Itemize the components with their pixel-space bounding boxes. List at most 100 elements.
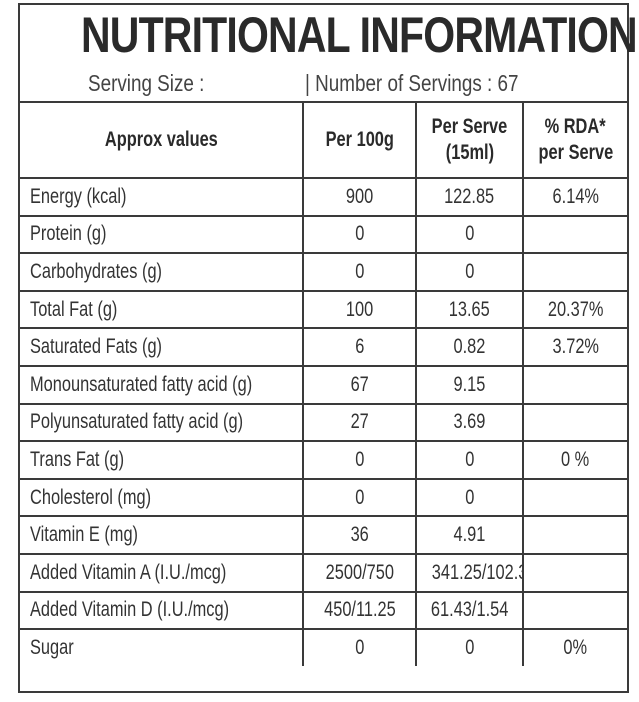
- nutrient-name-text: Monounsaturated fatty acid (g): [30, 372, 253, 396]
- rda-value: [522, 214, 627, 255]
- rda-value: [522, 590, 627, 631]
- per-100g-value: 0: [302, 477, 417, 518]
- per-serve-value: 3.69: [415, 402, 524, 443]
- title-section: NUTRITIONAL INFORMATION Serving Size : |…: [20, 5, 638, 103]
- table-row: Carbohydrates (g) 0 0: [20, 252, 627, 292]
- servings-text: | Number of Servings : 67: [305, 70, 519, 96]
- nutrient-name-text: Saturated Fats (g): [30, 335, 163, 359]
- rda-value: [522, 515, 627, 555]
- per-100g-value-text: 36: [350, 523, 369, 547]
- rda-value: 0 %: [522, 440, 627, 480]
- table-row: Vitamin E (mg) 36 4.91: [20, 515, 627, 555]
- nutrient-name-text: Total Fat (g): [30, 297, 118, 321]
- per-serve-value: 0.82: [415, 327, 524, 367]
- nutrient-name: Added Vitamin A (I.U./mcg): [20, 552, 304, 593]
- per-100g-value-text: 0: [354, 259, 365, 283]
- nutrient-name-text: Added Vitamin D (I.U./mcg): [30, 598, 230, 622]
- header-row: Approx values Per 100g Per Serve (15ml) %…: [20, 103, 627, 179]
- per-100g-value: 100: [302, 289, 417, 330]
- rda-value: 0%: [522, 628, 627, 666]
- nutrition-table: Approx values Per 100g Per Serve (15ml) %…: [20, 103, 627, 666]
- per-100g-value-text: 0: [354, 485, 365, 509]
- per-100g-value: 0: [302, 440, 417, 480]
- nutrient-name-text: Sugar: [30, 635, 74, 659]
- rda-value: [522, 252, 627, 292]
- nutrient-name: Monounsaturated fatty acid (g): [20, 364, 304, 405]
- rda-value: 6.14%: [522, 177, 627, 217]
- title-text: NUTRITIONAL INFORMATION: [81, 7, 638, 63]
- nutrient-name: Cholesterol (mg): [20, 477, 304, 518]
- table-row: Energy (kcal) 900 122.85 6.14%: [20, 177, 627, 217]
- per-serve-value: 61.43/1.54: [415, 590, 524, 631]
- per-serve-value-text: 341.25/102.38: [431, 560, 521, 584]
- rda-value: 3.72%: [522, 327, 627, 367]
- table-row: Added Vitamin D (I.U./mcg) 450/11.25 61.43…: [20, 590, 627, 631]
- per-100g-value-text: 2500/750: [325, 560, 394, 584]
- number-of-servings: | Number of Servings : 67: [305, 69, 565, 97]
- nutrient-name-text: Vitamin E (mg): [30, 523, 139, 547]
- per-100g-value-text: 100: [345, 297, 374, 321]
- header-per-serve-text: Per Serve: [431, 114, 508, 138]
- rda-value-text: 0%: [563, 635, 588, 659]
- rda-value: [522, 364, 627, 405]
- per-serve-value: 0: [415, 252, 524, 292]
- per-serve-value: 4.91: [415, 515, 524, 555]
- header-rda: % RDA* per Serve: [522, 103, 627, 179]
- per-serve-value: 0: [415, 440, 524, 480]
- nutrient-name: Carbohydrates (g): [20, 252, 304, 292]
- nutrient-name-text: Trans Fat (g): [30, 447, 125, 471]
- header-per-100g-text: Per 100g: [325, 127, 394, 151]
- per-100g-value: 36: [302, 515, 417, 555]
- nutrient-name: Vitamin E (mg): [20, 515, 304, 555]
- header-approx-values-text: Approx values: [104, 127, 218, 151]
- per-serve-value: 122.85: [415, 177, 524, 217]
- table-row: Total Fat (g) 100 13.65 20.37%: [20, 289, 627, 330]
- per-serve-value-text: 4.91: [453, 523, 486, 547]
- per-100g-value: 0: [302, 214, 417, 255]
- per-100g-value-text: 6: [354, 335, 365, 359]
- header-per-100g: Per 100g: [302, 103, 417, 179]
- per-serve-value: 0: [415, 477, 524, 518]
- per-100g-value-text: 450/11.25: [323, 598, 396, 622]
- nutrient-name-text: Cholesterol (mg): [30, 485, 152, 509]
- nutrient-name: Total Fat (g): [20, 289, 304, 330]
- per-serve-value: 0: [415, 214, 524, 255]
- per-serve-value-text: 0: [464, 259, 475, 283]
- per-100g-value: 6: [302, 327, 417, 367]
- per-100g-value-text: 27: [350, 410, 369, 434]
- nutrient-name: Saturated Fats (g): [20, 327, 304, 367]
- per-100g-value: 67: [302, 364, 417, 405]
- rda-value: [522, 552, 627, 593]
- per-serve-value: 9.15: [415, 364, 524, 405]
- per-serve-value-text: 61.43/1.54: [430, 598, 509, 622]
- rda-value-text: 3.72%: [552, 335, 599, 359]
- rda-value-text: 0 %: [561, 447, 590, 471]
- table-row: Added Vitamin A (I.U./mcg) 2500/750 341.25…: [20, 552, 627, 593]
- per-serve-value-text: 0: [464, 635, 475, 659]
- nutrient-name: Sugar: [20, 628, 304, 666]
- nutrition-label: NUTRITIONAL INFORMATION Serving Size : |…: [18, 3, 638, 693]
- per-serve-value-text: 9.15: [453, 372, 486, 396]
- per-100g-value-text: 0: [354, 447, 365, 471]
- table-row: Monounsaturated fatty acid (g) 67 9.15: [20, 364, 627, 405]
- per-100g-value-text: 0: [354, 635, 365, 659]
- per-serve-value-text: 0.82: [453, 335, 486, 359]
- rda-value-text: 6.14%: [552, 184, 599, 208]
- table-row: Cholesterol (mg) 0 0: [20, 477, 627, 518]
- per-100g-value: 0: [302, 628, 417, 666]
- nutrient-name: Energy (kcal): [20, 177, 304, 217]
- per-100g-value: 450/11.25: [302, 590, 417, 631]
- nutrient-name: Polyunsaturated fatty acid (g): [20, 402, 304, 443]
- per-100g-value: 900: [302, 177, 417, 217]
- per-serve-value-text: 3.69: [453, 410, 486, 434]
- table-row: Protein (g) 0 0: [20, 214, 627, 255]
- per-100g-value: 27: [302, 402, 417, 443]
- per-serve-value-text: 122.85: [444, 184, 495, 208]
- rda-value: [522, 402, 627, 443]
- rda-value: 20.37%: [522, 289, 627, 330]
- per-100g-value-text: 67: [350, 372, 369, 396]
- nutrient-name-text: Protein (g): [30, 222, 107, 246]
- per-100g-value-text: 0: [354, 222, 365, 246]
- per-serve-value-text: 0: [464, 447, 475, 471]
- per-100g-value: 2500/750: [302, 552, 417, 593]
